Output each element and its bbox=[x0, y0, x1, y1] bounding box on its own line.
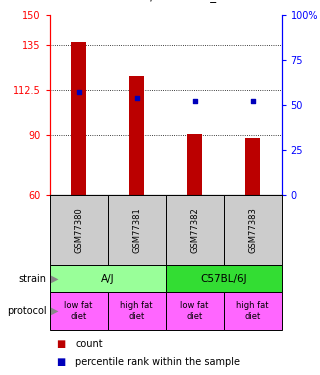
Text: protocol: protocol bbox=[7, 306, 46, 316]
Bar bbox=[50, 292, 108, 330]
Text: ▶: ▶ bbox=[51, 306, 59, 316]
Text: C57BL/6J: C57BL/6J bbox=[200, 273, 247, 284]
Text: GDS2909 / 1448817_at: GDS2909 / 1448817_at bbox=[92, 0, 228, 2]
Text: low fat
diet: low fat diet bbox=[180, 301, 209, 321]
Text: high fat
diet: high fat diet bbox=[120, 301, 153, 321]
Text: ■: ■ bbox=[56, 339, 65, 350]
Text: percentile rank within the sample: percentile rank within the sample bbox=[75, 357, 240, 368]
Bar bbox=[166, 292, 224, 330]
Bar bbox=[50, 265, 166, 292]
Bar bbox=[166, 265, 282, 292]
Bar bbox=[71, 42, 86, 195]
Point bbox=[250, 98, 255, 104]
Text: strain: strain bbox=[18, 273, 46, 284]
Bar bbox=[129, 76, 144, 195]
Text: ■: ■ bbox=[56, 357, 65, 368]
Text: low fat
diet: low fat diet bbox=[64, 301, 93, 321]
Point bbox=[134, 95, 139, 101]
Text: high fat
diet: high fat diet bbox=[236, 301, 269, 321]
Text: ▶: ▶ bbox=[51, 273, 59, 284]
Point bbox=[192, 98, 197, 104]
Bar bbox=[50, 195, 108, 265]
Bar bbox=[245, 138, 260, 195]
Text: GSM77382: GSM77382 bbox=[190, 207, 199, 253]
Bar bbox=[108, 292, 166, 330]
Text: GSM77381: GSM77381 bbox=[132, 207, 141, 253]
Bar bbox=[224, 292, 282, 330]
Point bbox=[76, 89, 81, 95]
Bar bbox=[108, 195, 166, 265]
Text: GSM77380: GSM77380 bbox=[74, 207, 83, 253]
Text: count: count bbox=[75, 339, 103, 350]
Bar bbox=[166, 195, 224, 265]
Bar bbox=[224, 195, 282, 265]
Text: GSM77383: GSM77383 bbox=[248, 207, 257, 253]
Bar bbox=[187, 134, 202, 195]
Text: A/J: A/J bbox=[101, 273, 115, 284]
